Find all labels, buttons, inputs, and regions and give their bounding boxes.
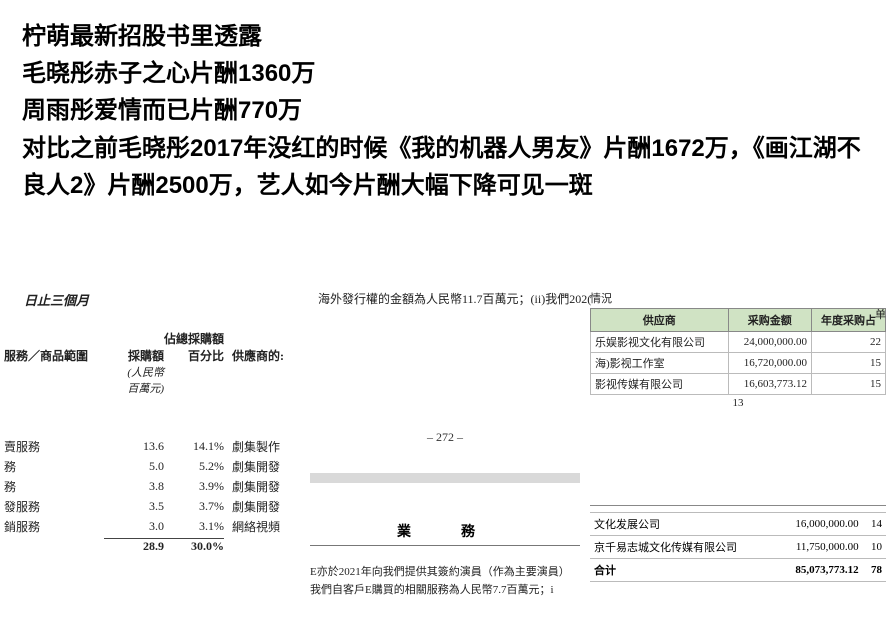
- mid-footnote: E亦於2021年向我們提供其簽約演員（作為主要演員）我們自客戶E購買的相關服務為…: [310, 564, 580, 599]
- table-row: 文化发展公司 16,000,000.00 14: [590, 513, 886, 536]
- table-row: 乐娱影视文化有限公司 24,000,000.00 22: [591, 332, 886, 353]
- table-head-row: 供应商 采购金额 年度采购占: [591, 309, 886, 332]
- supplier-table-2: 文化发展公司 16,000,000.00 14 京千易志城文化传媒有限公司 11…: [590, 505, 886, 582]
- col-pct-top: 佔總採購額: [164, 330, 224, 347]
- supplier-table-1: 供应商 采购金额 年度采购占 乐娱影视文化有限公司 24,000,000.00 …: [590, 308, 886, 395]
- table-total-row: 合计 85,073,773.12 78: [590, 559, 886, 582]
- table-row: 京千易志城文化传媒有限公司 11,750,000.00 10: [590, 536, 886, 559]
- col-supplier: 供應商的:: [224, 347, 294, 364]
- th-supplier: 供应商: [591, 309, 729, 332]
- divider: [590, 505, 886, 506]
- col-pct-bot: 百分比: [164, 347, 224, 364]
- table-row: 賣服務 13.6 14.1% 劇集製作: [4, 436, 304, 456]
- rt-caption: 情況: [590, 290, 612, 306]
- table-row: 務 5.0 5.2% 劇集開發: [4, 456, 304, 476]
- table-row: 影视传媒有限公司 16,603,773.12 15: [591, 374, 886, 395]
- headline-line-1: 柠萌最新招股书里透露: [22, 18, 867, 55]
- table-row: 發服務 3.5 3.7% 劇集開發: [4, 496, 304, 516]
- overseas-note: 海外發行權的金額為人民幣11.7百萬元；(ii)我們202(: [318, 290, 591, 307]
- col-amount: 採購額: [104, 347, 164, 364]
- table-total-row: 28.9 30.0%: [4, 536, 304, 556]
- period-caption: 日止三個月: [24, 290, 89, 309]
- currency-note-1: (人民幣: [104, 364, 164, 380]
- procurement-rows: 賣服務 13.6 14.1% 劇集製作 務 5.0 5.2% 劇集開發 務 3.…: [4, 436, 304, 556]
- procurement-table: 服務／商品範圍 採購額 佔總採購額 百分比 供應商的: (人民幣 百萬元) 賣服…: [4, 330, 304, 556]
- col-service: 服務／商品範圍: [4, 347, 104, 364]
- page-number: – 272 –: [310, 430, 580, 445]
- currency-note-2: 百萬元): [104, 380, 164, 396]
- headline-line-3: 周雨彤爱情而已片酬770万: [22, 92, 867, 129]
- rt-unit: 单: [875, 306, 886, 322]
- supplier-table-block: 情況 单 供应商 采购金额 年度采购占 乐娱影视文化有限公司 24,000,00…: [590, 290, 886, 409]
- th-amount: 采购金额: [728, 309, 812, 332]
- procurement-table-head: 服務／商品範圍 採購額 佔總採購額 百分比 供應商的:: [4, 330, 304, 364]
- section-title: 業 務: [310, 521, 580, 546]
- headline-text: 柠萌最新招股书里透露 毛晓彤赤子之心片酬1360万 周雨彤爱情而已片酬770万 …: [0, 0, 889, 212]
- table-row: 海)影视工作室 16,720,000.00 15: [591, 353, 886, 374]
- gray-divider-bar: [310, 473, 580, 483]
- document-excerpt-area: 日止三個月 海外發行權的金額為人民幣11.7百萬元；(ii)我們202( 服務／…: [0, 290, 889, 618]
- headline-line-2: 毛晓彤赤子之心片酬1360万: [22, 55, 867, 92]
- middle-document-block: – 272 – 業 務 E亦於2021年向我們提供其簽約演員（作為主要演員）我們…: [310, 430, 580, 599]
- table-row: 務 3.8 3.9% 劇集開發: [4, 476, 304, 496]
- rt1-footer: 13: [590, 397, 886, 409]
- table-row: 銷服務 3.0 3.1% 網絡視頻: [4, 516, 304, 536]
- headline-line-4: 对比之前毛晓彤2017年没红的时候《我的机器人男友》片酬1672万，《画江湖不良…: [22, 130, 867, 204]
